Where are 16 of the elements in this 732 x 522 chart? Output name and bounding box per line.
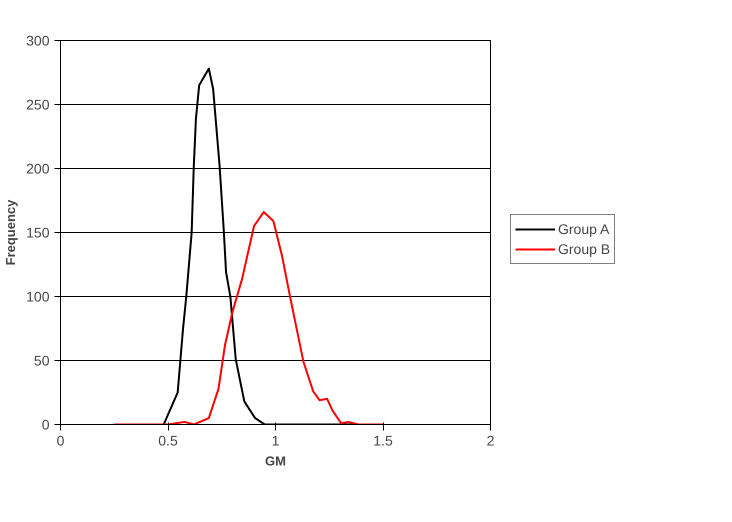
x-tick-label: 1 <box>272 432 280 448</box>
x-tick-label: 2 <box>486 432 495 448</box>
y-tick-label: 200 <box>26 160 50 176</box>
x-tick-label: 0 <box>56 432 65 448</box>
legend-label: Group A <box>558 220 610 236</box>
y-tick-label: 150 <box>26 224 50 240</box>
x-axis-title: GM <box>265 454 286 468</box>
y-tick-label: 100 <box>26 288 50 304</box>
x-tick-label: 1.5 <box>373 432 393 448</box>
y-tick-label: 0 <box>42 416 50 432</box>
y-axis-title: Frequency <box>3 198 18 266</box>
x-tick-label: 0.5 <box>158 432 178 448</box>
y-tick-label: 250 <box>26 96 50 112</box>
y-tick-label: 300 <box>26 32 50 48</box>
legend-label: Group B <box>558 240 610 256</box>
y-tick-label: 50 <box>34 352 50 368</box>
